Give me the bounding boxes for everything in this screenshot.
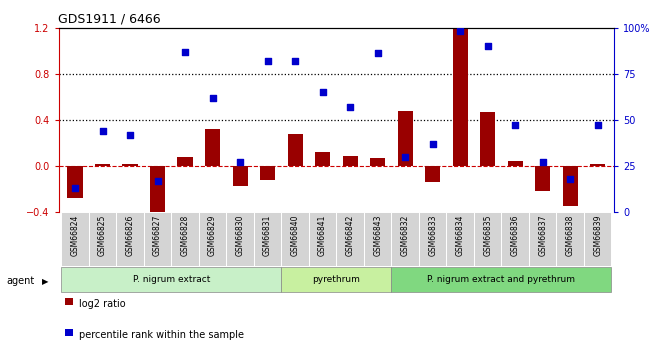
Bar [150,166,165,218]
Text: GSM66825: GSM66825 [98,215,107,256]
Point [510,123,521,128]
Bar [398,111,413,166]
Text: GSM66830: GSM66830 [235,215,244,256]
Bar [480,112,495,166]
Bar [556,212,584,266]
Bar [254,212,281,266]
Text: GSM66826: GSM66826 [125,215,135,256]
Bar [68,166,83,198]
Bar [116,212,144,266]
Bar [535,166,551,191]
Bar [281,267,391,292]
Bar [61,267,281,292]
Bar [61,212,89,266]
Text: GDS1911 / 6466: GDS1911 / 6466 [58,12,161,25]
Text: GSM66824: GSM66824 [70,215,79,256]
Point [263,58,273,63]
Bar [260,166,275,180]
Bar [391,267,612,292]
Point [428,141,438,147]
Text: GSM66831: GSM66831 [263,215,272,256]
Text: percentile rank within the sample: percentile rank within the sample [79,330,244,339]
Bar [199,212,226,266]
Text: pyrethrum: pyrethrum [313,275,360,284]
Text: GSM66837: GSM66837 [538,215,547,256]
Text: GSM66829: GSM66829 [208,215,217,256]
Text: log2 ratio: log2 ratio [79,299,126,308]
Text: GSM66828: GSM66828 [181,215,190,256]
Point [593,123,603,128]
Point [125,132,135,137]
Text: GSM66827: GSM66827 [153,215,162,256]
Bar [584,212,612,266]
Text: P. nigrum extract and pyrethrum: P. nigrum extract and pyrethrum [428,275,575,284]
Bar [315,152,330,166]
Text: GSM66836: GSM66836 [511,215,520,256]
Bar [281,212,309,266]
Point [372,51,383,56]
Text: GSM66839: GSM66839 [593,215,603,256]
Point [207,95,218,100]
Bar [508,161,523,166]
Text: GSM66832: GSM66832 [400,215,410,256]
Point [400,154,410,159]
Bar [144,212,172,266]
Bar [287,134,303,166]
Point [565,176,575,182]
Text: GSM66835: GSM66835 [483,215,492,256]
Bar [391,212,419,266]
Point [235,160,245,165]
Text: GSM66843: GSM66843 [373,215,382,256]
Text: GSM66834: GSM66834 [456,215,465,256]
Bar [501,212,529,266]
Bar [590,164,605,166]
Point [345,104,356,110]
Bar [205,129,220,166]
Bar [172,212,199,266]
Bar [474,212,501,266]
Point [70,185,80,191]
Text: GSM66840: GSM66840 [291,215,300,256]
Bar [529,212,556,266]
Bar [337,212,364,266]
Bar [425,166,440,182]
Bar [122,164,138,166]
Text: GSM66838: GSM66838 [566,215,575,256]
Point [98,128,108,134]
Text: GSM66842: GSM66842 [346,215,355,256]
Point [180,49,190,55]
Bar [364,212,391,266]
Bar [343,156,358,166]
Bar [419,212,447,266]
Text: P. nigrum extract: P. nigrum extract [133,275,210,284]
Text: ▶: ▶ [42,277,49,286]
Bar [447,212,474,266]
Text: GSM66833: GSM66833 [428,215,437,256]
Point [538,160,548,165]
Bar [309,212,337,266]
Text: GSM66841: GSM66841 [318,215,327,256]
Bar [95,164,110,166]
Point [455,29,465,34]
Bar [370,158,385,166]
Point [290,58,300,63]
Bar [563,166,578,206]
Text: agent: agent [6,276,34,286]
Bar [89,212,116,266]
Point [317,89,328,95]
Point [482,43,493,49]
Bar [452,28,468,166]
Bar [177,157,192,166]
Bar [233,166,248,186]
Bar [226,212,254,266]
Point [152,178,162,184]
